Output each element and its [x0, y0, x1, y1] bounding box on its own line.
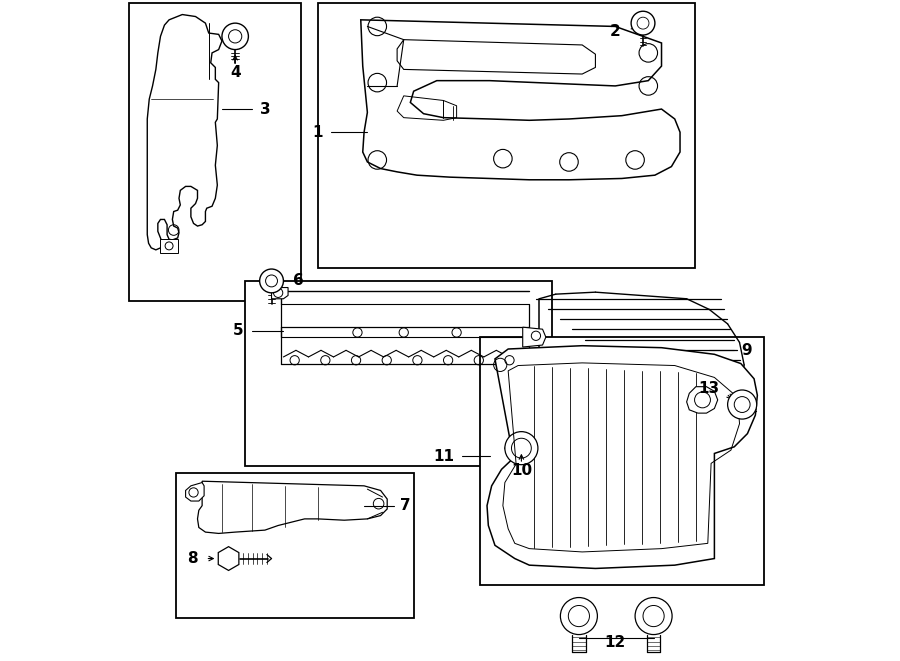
Text: 4: 4 — [230, 65, 240, 80]
Text: 3: 3 — [259, 102, 270, 116]
Polygon shape — [523, 327, 545, 347]
Text: 6: 6 — [292, 274, 303, 288]
Text: 8: 8 — [187, 551, 197, 566]
Bar — [176, 473, 414, 618]
Polygon shape — [148, 15, 222, 250]
Text: 1: 1 — [312, 125, 323, 139]
Circle shape — [561, 598, 598, 635]
Polygon shape — [361, 20, 680, 180]
Circle shape — [635, 598, 672, 635]
Circle shape — [505, 432, 538, 465]
Polygon shape — [197, 481, 387, 533]
Text: 12: 12 — [605, 635, 626, 650]
Text: 2: 2 — [610, 24, 620, 39]
Text: 11: 11 — [433, 449, 454, 463]
Text: 5: 5 — [233, 323, 244, 338]
Bar — [245, 281, 553, 466]
Polygon shape — [487, 346, 758, 568]
Text: 13: 13 — [698, 381, 720, 396]
Bar — [480, 337, 764, 585]
Bar — [130, 3, 302, 301]
Circle shape — [727, 390, 757, 419]
Polygon shape — [219, 547, 238, 570]
Text: 7: 7 — [400, 498, 411, 513]
Polygon shape — [687, 387, 717, 413]
Circle shape — [259, 269, 284, 293]
Circle shape — [631, 11, 655, 35]
Circle shape — [222, 23, 248, 50]
Polygon shape — [272, 288, 288, 299]
Text: 9: 9 — [741, 343, 751, 358]
Polygon shape — [185, 483, 204, 501]
Bar — [318, 3, 695, 268]
Text: 10: 10 — [511, 463, 532, 478]
Polygon shape — [160, 239, 177, 253]
